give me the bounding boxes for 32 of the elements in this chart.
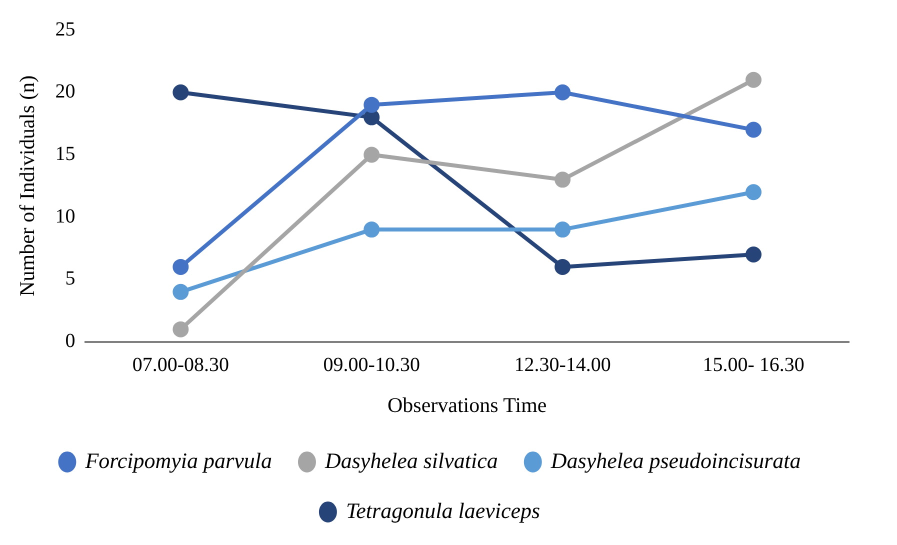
point (746, 122, 762, 138)
legend-label: Dasyhelea silvatica (324, 448, 498, 473)
x-tick-label: 12.30-14.00 (514, 354, 611, 376)
y-tick-label: 15 (55, 142, 76, 165)
x-tick-label: 07.00-08.30 (132, 354, 230, 376)
point (172, 84, 189, 100)
legend-label: Dasyhelea pseudoincisurata (550, 448, 801, 473)
point (172, 258, 189, 275)
point (746, 246, 762, 262)
point (364, 96, 380, 113)
x-tick-label: 09.00-10.30 (323, 354, 420, 376)
y-tick-label: 25 (55, 18, 76, 40)
point (364, 146, 380, 163)
point (746, 184, 762, 200)
legend-label: Tetragonula laeviceps (346, 498, 540, 523)
y-tick-label: 5 (65, 268, 76, 290)
y-tick-label: 10 (55, 205, 76, 228)
x-axis-title: Observations Time (387, 392, 547, 417)
point (554, 84, 571, 100)
point (746, 72, 762, 88)
point (554, 258, 571, 275)
point (172, 284, 189, 300)
point (554, 172, 571, 188)
point (172, 321, 189, 338)
y-tick-label: 20 (55, 80, 76, 103)
x-tick-label: 15.00- 16.30 (702, 354, 804, 376)
y-axis-title: Number of Individuals (n) (15, 75, 40, 296)
point (554, 222, 571, 238)
legend-label: Forcipomyia parvula (84, 448, 272, 473)
point (364, 222, 380, 238)
point (364, 109, 380, 126)
y-tick-label: 0 (65, 330, 76, 352)
